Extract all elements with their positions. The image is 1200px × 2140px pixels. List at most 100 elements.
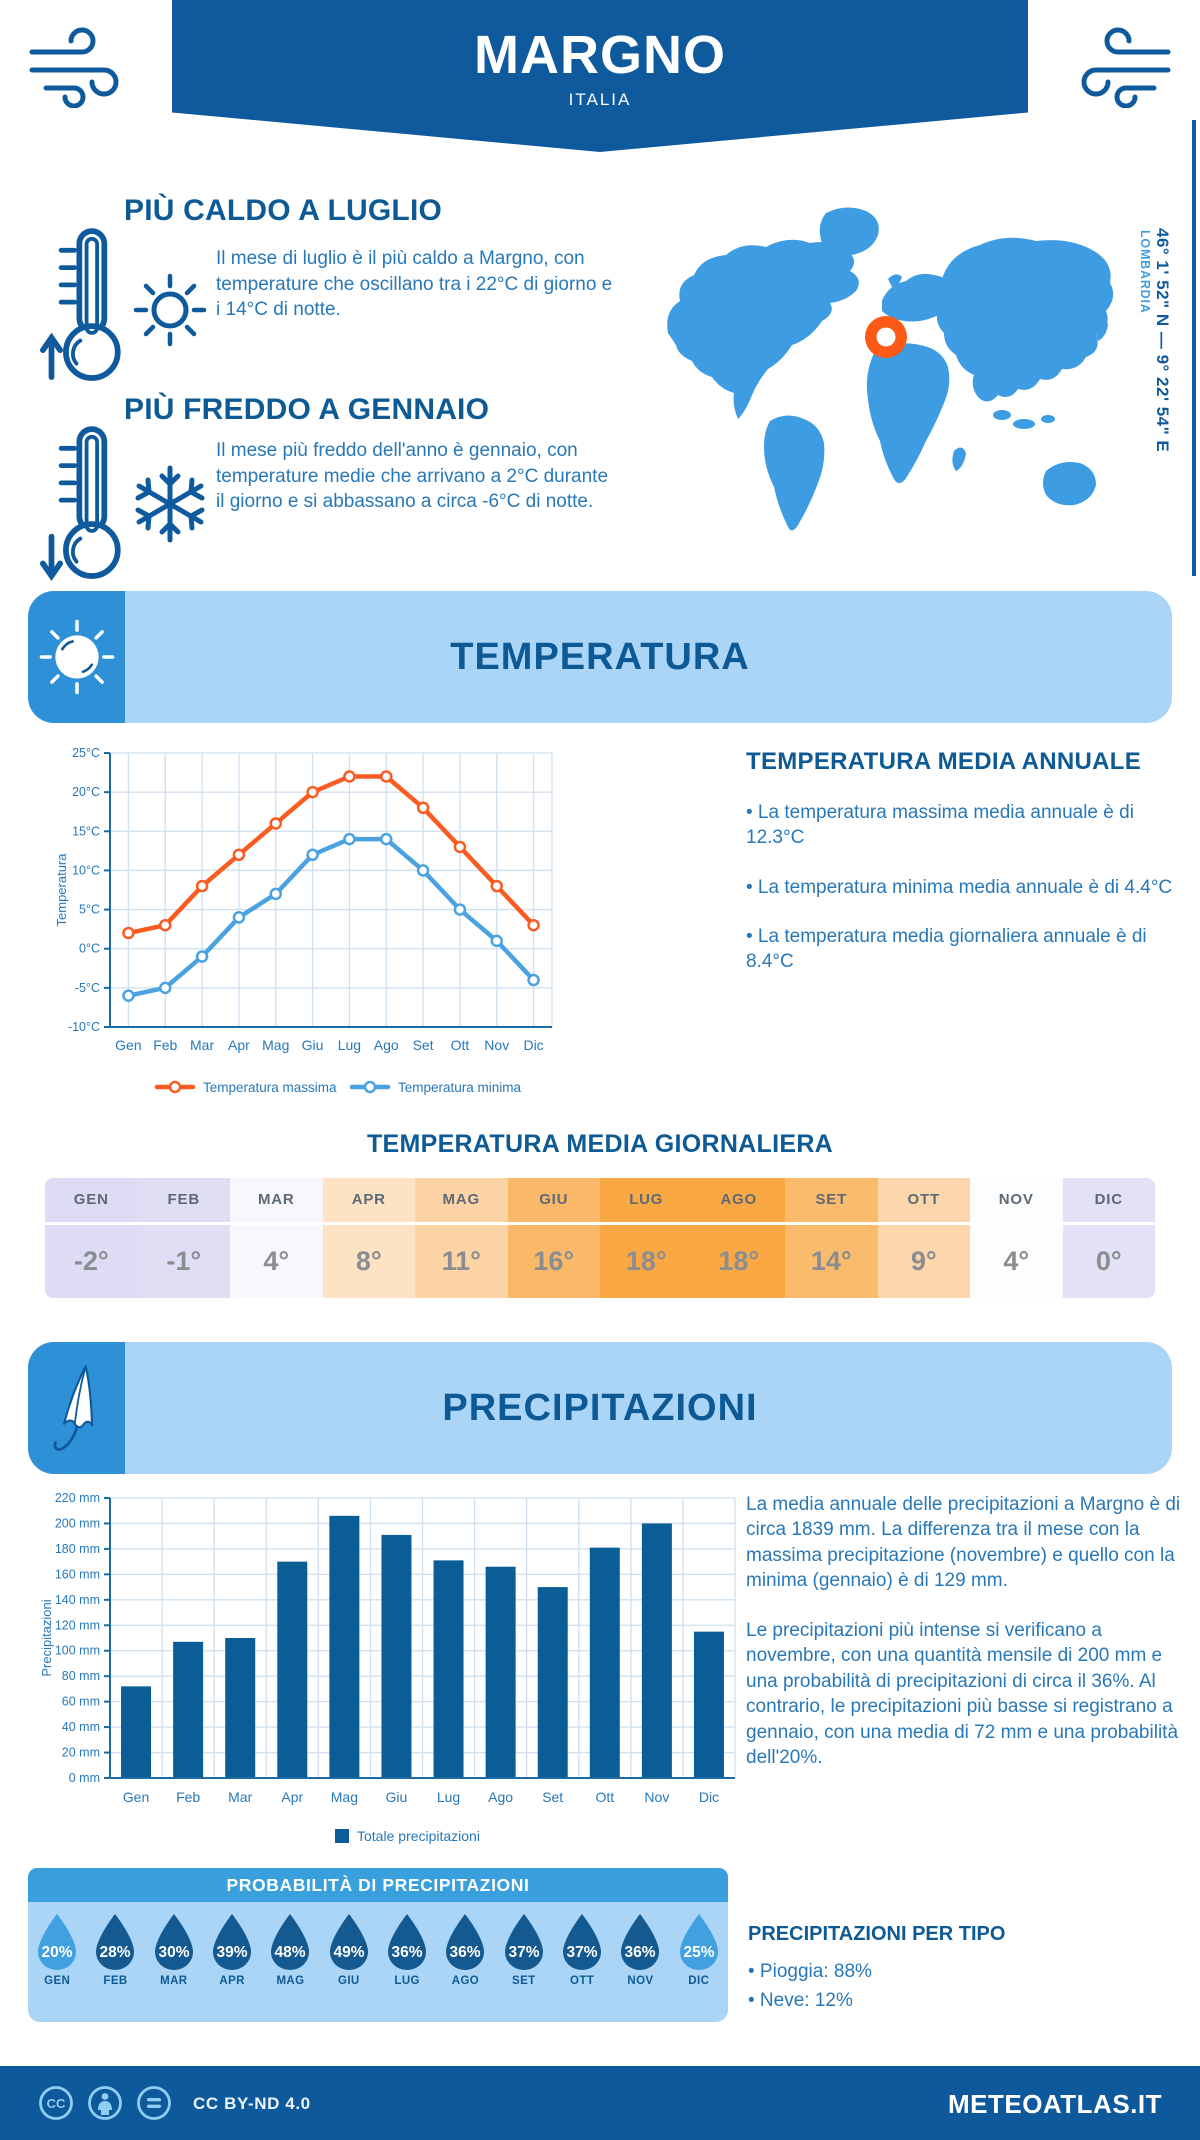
umbrella-icon <box>52 1365 93 1451</box>
table-temperature-value: 9° <box>877 1225 970 1298</box>
precipitation-paragraph-1: La media annuale delle precipitazioni a … <box>746 1494 1181 1592</box>
right-edge-rule <box>1192 120 1196 576</box>
droplet-icon: 49% <box>329 1914 368 1970</box>
svg-text:37%: 37% <box>508 1944 539 1961</box>
attribution-person-icon <box>88 2086 122 2120</box>
table-month-header: AGO <box>692 1178 785 1222</box>
svg-text:36%: 36% <box>392 1944 423 1961</box>
highlight-warm-text: Il mese di luglio è il più caldo a Margn… <box>216 248 613 321</box>
svg-text:Ago: Ago <box>374 1037 399 1053</box>
temperature-section-title: TEMPERATURA <box>450 635 750 678</box>
svg-text:Feb: Feb <box>176 1789 200 1805</box>
svg-text:15°C: 15°C <box>72 824 100 838</box>
table-month-header: LUG <box>600 1178 693 1222</box>
svg-text:Ott: Ott <box>451 1037 470 1053</box>
table-month-header: FEB <box>137 1178 230 1222</box>
droplet-icon: 28% <box>96 1914 135 1970</box>
probability-droplet: 36% NOV <box>611 1912 669 2022</box>
wind-icon <box>29 27 119 108</box>
svg-text:Apr: Apr <box>281 1789 303 1805</box>
svg-text:39%: 39% <box>217 1944 248 1961</box>
precipitation-bar-chart: 220 mm 200 mm 180 mm 160 mm 140 mm 120 mm 100 … <box>39 1491 736 1844</box>
droplet-icon: 20% <box>38 1914 77 1970</box>
daily-temperature-table: GEN FEB MAR APR MAG GIU LUG AGO SET OTT NOV DIC -2° -… <box>45 1178 1155 1298</box>
svg-text:Lug: Lug <box>437 1789 460 1805</box>
svg-text:Dic: Dic <box>699 1789 719 1805</box>
svg-text:25°C: 25°C <box>72 746 100 760</box>
annual-temperature-bullets: • La temperatura massima media annuale è… <box>746 800 1182 998</box>
annual-bullet: • La temperatura minima media annuale è … <box>746 876 1173 898</box>
precipitation-section-band: PRECIPITAZIONI <box>28 1342 1172 1474</box>
svg-text:Mag: Mag <box>262 1037 289 1053</box>
footer: CC CC BY-ND 4.0 METEOATLAS.IT <box>0 2066 1200 2140</box>
svg-text:0 mm: 0 mm <box>69 1771 100 1785</box>
probability-droplet: 37% OTT <box>553 1912 611 2022</box>
svg-text:36%: 36% <box>450 1944 481 1961</box>
svg-text:220 mm: 220 mm <box>55 1491 100 1505</box>
sun-icon <box>133 273 207 347</box>
daily-table-title: TEMPERATURA MEDIA GIORNALIERA <box>366 1130 834 1158</box>
wind-icon <box>1081 27 1171 108</box>
table-temperature-value: 18° <box>600 1225 693 1298</box>
snowflake-icon <box>135 465 205 543</box>
svg-text:60 mm: 60 mm <box>62 1695 100 1709</box>
probability-droplet: 36% AGO <box>436 1912 494 2022</box>
svg-text:20 mm: 20 mm <box>62 1746 100 1760</box>
temperature-section-band: TEMPERATURA <box>28 591 1172 723</box>
header-banner: MARGNO ITALIA <box>172 0 1028 152</box>
probability-droplet: 37% SET <box>495 1912 553 2022</box>
svg-text:Mar: Mar <box>228 1789 252 1805</box>
probability-droplet: 30% MAR <box>145 1912 203 2022</box>
world-map <box>650 183 1140 561</box>
svg-text:180 mm: 180 mm <box>55 1542 100 1556</box>
precipitation-type-bullets: • Pioggia: 88% • Neve: 12% <box>748 1958 872 2015</box>
droplet-icon: 30% <box>154 1914 193 1970</box>
svg-text:37%: 37% <box>567 1944 598 1961</box>
svg-text:80 mm: 80 mm <box>62 1669 100 1683</box>
droplet-icon: 39% <box>213 1914 252 1970</box>
umbrella-band-iconbox <box>28 1342 125 1474</box>
table-month-header: MAG <box>415 1178 508 1222</box>
svg-text:Ott: Ott <box>595 1789 614 1805</box>
table-temperature-value: 11° <box>415 1225 508 1298</box>
probability-droplet: 20% GEN <box>28 1912 86 2022</box>
svg-text:Giu: Giu <box>386 1789 408 1805</box>
svg-text:140 mm: 140 mm <box>55 1593 100 1607</box>
svg-text:Giu: Giu <box>302 1037 324 1053</box>
svg-text:-10°C: -10°C <box>68 1020 100 1034</box>
svg-text:Apr: Apr <box>228 1037 250 1053</box>
droplet-icon: 36% <box>446 1914 485 1970</box>
svg-text:36%: 36% <box>625 1944 656 1961</box>
brand-text: METEOATLAS.IT <box>947 2089 1162 2119</box>
probability-droplet: 36% LUG <box>378 1912 436 2022</box>
droplet-icon: 25% <box>679 1914 718 1970</box>
annual-temperature-heading: TEMPERATURA MEDIA ANNUALE <box>746 748 1142 775</box>
table-temperature-value: 4° <box>970 1225 1063 1298</box>
table-month-header: APR <box>322 1178 415 1222</box>
precipitation-type-bullet: • Pioggia: 88% <box>748 1961 872 1982</box>
svg-text:Nov: Nov <box>644 1789 669 1805</box>
svg-text:Gen: Gen <box>115 1037 141 1053</box>
svg-text:Mag: Mag <box>331 1789 358 1805</box>
precipitation-type-heading: PRECIPITAZIONI PER TIPO <box>748 1923 1006 1945</box>
droplet-icon: 36% <box>388 1914 427 1970</box>
droplet-month-label: APR <box>219 1975 245 1987</box>
table-month-header: MAR <box>230 1178 323 1222</box>
page-subtitle: ITALIA <box>568 90 632 109</box>
svg-text:CC: CC <box>47 2096 66 2111</box>
probability-droplet: 48% MAG <box>261 1912 319 2022</box>
precipitation-text: La media annuale delle precipitazioni a … <box>746 1492 1182 1795</box>
no-derivatives-icon <box>137 2086 171 2120</box>
precipitation-section-title: PRECIPITAZIONI <box>442 1386 758 1429</box>
svg-text:Set: Set <box>542 1789 563 1805</box>
probability-header: PROBABILITÀ DI PRECIPITAZIONI <box>28 1868 728 1902</box>
droplet-month-label: AGO <box>451 1975 480 1987</box>
probability-droplet: 28% FEB <box>86 1912 144 2022</box>
svg-text:Dic: Dic <box>523 1037 543 1053</box>
svg-text:5°C: 5°C <box>79 903 100 917</box>
droplet-month-label: MAG <box>276 1975 305 1987</box>
probability-droplet: 49% GIU <box>320 1912 378 2022</box>
svg-text:20°C: 20°C <box>72 785 100 799</box>
droplet-icon: 37% <box>563 1914 602 1970</box>
